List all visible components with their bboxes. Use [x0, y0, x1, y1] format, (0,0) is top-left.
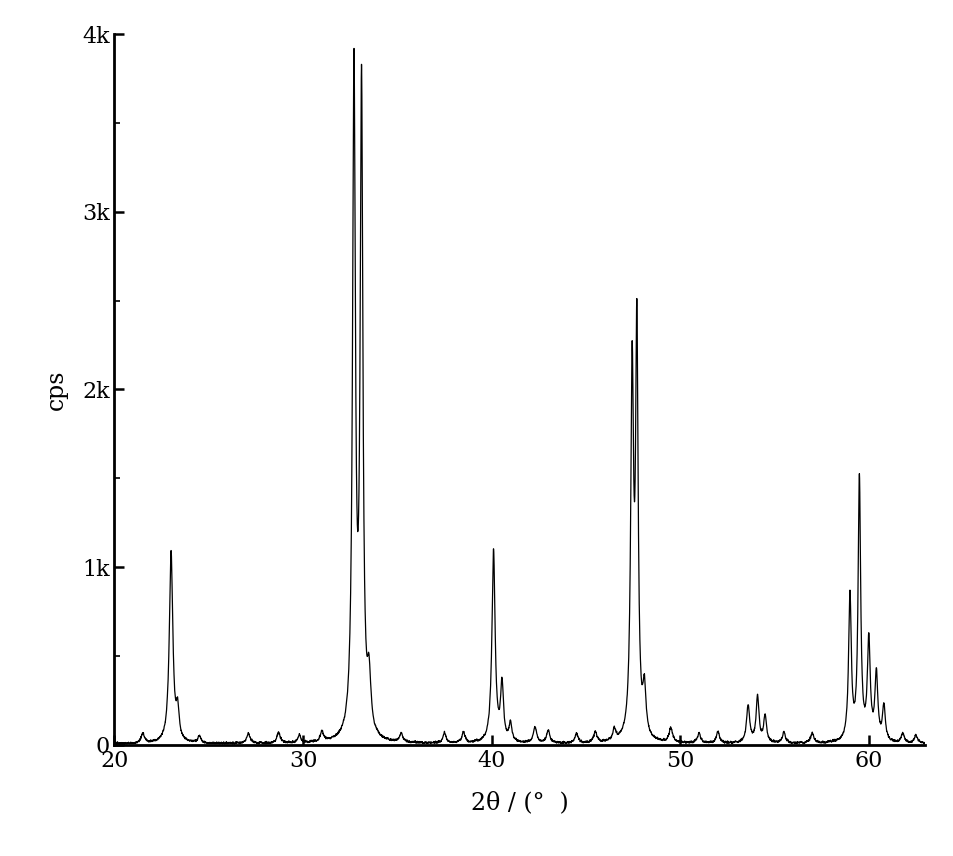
Y-axis label: cps: cps	[45, 369, 68, 410]
X-axis label: 2θ / (°  ): 2θ / (° )	[471, 791, 568, 814]
